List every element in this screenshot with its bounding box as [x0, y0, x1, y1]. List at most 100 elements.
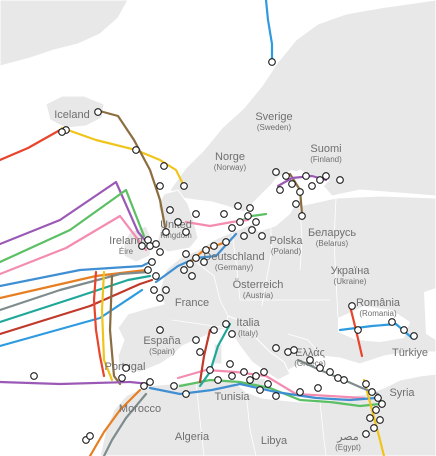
landing-point-marker[interactable] — [140, 382, 148, 390]
landing-point-marker[interactable] — [260, 368, 268, 376]
landing-point-marker[interactable] — [236, 218, 244, 226]
landing-point-marker[interactable] — [156, 182, 164, 190]
landing-point-marker[interactable] — [170, 382, 178, 390]
landing-point-marker[interactable] — [210, 326, 218, 334]
landing-point-marker[interactable] — [256, 386, 264, 394]
landing-point-marker[interactable] — [370, 424, 378, 432]
landing-point-marker[interactable] — [372, 406, 380, 414]
landing-point-marker[interactable] — [316, 364, 324, 372]
landing-point-marker[interactable] — [276, 186, 284, 194]
landing-point-marker[interactable] — [268, 58, 276, 66]
landing-point-marker[interactable] — [192, 210, 200, 218]
landing-point-marker[interactable] — [272, 392, 280, 400]
landing-point-marker[interactable] — [182, 250, 190, 258]
landing-point-marker[interactable] — [292, 200, 300, 208]
landing-point-marker[interactable] — [410, 332, 418, 340]
landing-point-marker[interactable] — [366, 414, 374, 422]
landing-point-marker[interactable] — [202, 246, 210, 254]
landing-point-marker[interactable] — [348, 302, 356, 310]
landing-point-marker[interactable] — [296, 188, 304, 196]
landing-point-marker[interactable] — [322, 172, 330, 180]
landing-point-marker[interactable] — [258, 232, 266, 240]
landing-point-marker[interactable] — [182, 228, 190, 236]
landing-point-marker[interactable] — [174, 218, 182, 226]
landing-point-marker[interactable] — [316, 176, 324, 184]
landing-point-marker[interactable] — [376, 416, 384, 424]
landing-point-marker[interactable] — [188, 272, 196, 280]
landing-point-marker[interactable] — [282, 172, 290, 180]
landing-point-marker[interactable] — [156, 248, 164, 256]
landing-point-marker[interactable] — [166, 206, 174, 214]
landing-point-marker[interactable] — [222, 238, 230, 246]
landing-point-marker[interactable] — [306, 356, 314, 364]
landing-point-marker[interactable] — [374, 394, 382, 402]
landing-point-marker[interactable] — [252, 372, 260, 380]
landing-point-marker[interactable] — [272, 344, 280, 352]
landing-point-marker[interactable] — [308, 182, 316, 190]
landing-point-marker[interactable] — [86, 432, 94, 440]
landing-point-marker[interactable] — [156, 326, 164, 334]
landing-point-marker[interactable] — [180, 182, 188, 190]
landing-point-marker[interactable] — [210, 242, 218, 250]
landing-point-marker[interactable] — [246, 204, 254, 212]
landing-point-marker[interactable] — [156, 294, 164, 302]
landing-point-marker[interactable] — [368, 388, 376, 396]
landing-point-marker[interactable] — [362, 380, 370, 388]
landing-point-marker[interactable] — [162, 228, 170, 236]
landing-point-marker[interactable] — [152, 272, 160, 280]
landing-point-marker[interactable] — [182, 390, 190, 398]
landing-point-marker[interactable] — [132, 146, 140, 154]
landing-point-marker[interactable] — [122, 364, 130, 372]
landing-point-marker[interactable] — [314, 384, 322, 392]
landing-point-marker[interactable] — [150, 286, 158, 294]
landing-point-marker[interactable] — [362, 430, 370, 438]
landing-point-marker[interactable] — [214, 376, 222, 384]
landing-point-marker[interactable] — [162, 286, 170, 294]
landing-point-marker[interactable] — [248, 226, 256, 234]
landing-point-marker[interactable] — [252, 218, 260, 226]
landing-point-marker[interactable] — [240, 368, 248, 376]
landing-points[interactable] — [30, 58, 418, 444]
landing-point-marker[interactable] — [340, 376, 348, 384]
landing-point-marker[interactable] — [228, 372, 236, 380]
landing-point-marker[interactable] — [296, 388, 304, 396]
landing-point-marker[interactable] — [220, 210, 228, 218]
landing-point-marker[interactable] — [244, 212, 252, 220]
landing-point-marker[interactable] — [200, 258, 208, 266]
landing-point-marker[interactable] — [264, 380, 272, 388]
landing-point-marker[interactable] — [152, 240, 160, 248]
landing-point-marker[interactable] — [298, 212, 306, 220]
landing-point-marker[interactable] — [302, 172, 310, 180]
landing-point-marker[interactable] — [192, 254, 200, 262]
landing-point-marker[interactable] — [326, 368, 334, 376]
landing-point-marker[interactable] — [144, 266, 152, 274]
landing-point-marker[interactable] — [206, 366, 214, 374]
landing-point-marker[interactable] — [186, 260, 194, 268]
landing-point-marker[interactable] — [148, 258, 156, 266]
landing-point-marker[interactable] — [146, 378, 154, 386]
landing-point-marker[interactable] — [290, 346, 298, 354]
landing-point-marker[interactable] — [94, 108, 102, 116]
landing-point-marker[interactable] — [240, 232, 248, 240]
landing-point-marker[interactable] — [400, 326, 408, 334]
landing-point-marker[interactable] — [388, 318, 396, 326]
landing-point-marker[interactable] — [226, 360, 234, 368]
landing-point-marker[interactable] — [138, 242, 146, 250]
landing-point-marker[interactable] — [180, 266, 188, 274]
landing-point-marker[interactable] — [288, 180, 296, 188]
landing-point-marker[interactable] — [246, 376, 254, 384]
landing-point-marker[interactable] — [160, 162, 168, 170]
landing-point-marker[interactable] — [272, 168, 280, 176]
landing-point-marker[interactable] — [378, 400, 386, 408]
landing-point-marker[interactable] — [234, 202, 242, 210]
landing-point-marker[interactable] — [58, 128, 66, 136]
landing-point-marker[interactable] — [196, 348, 204, 356]
landing-point-marker[interactable] — [228, 224, 236, 232]
landing-point-marker[interactable] — [118, 374, 126, 382]
landing-point-marker[interactable] — [228, 330, 236, 338]
landing-point-marker[interactable] — [222, 320, 230, 328]
landing-point-marker[interactable] — [192, 336, 200, 344]
landing-point-marker[interactable] — [336, 176, 344, 184]
